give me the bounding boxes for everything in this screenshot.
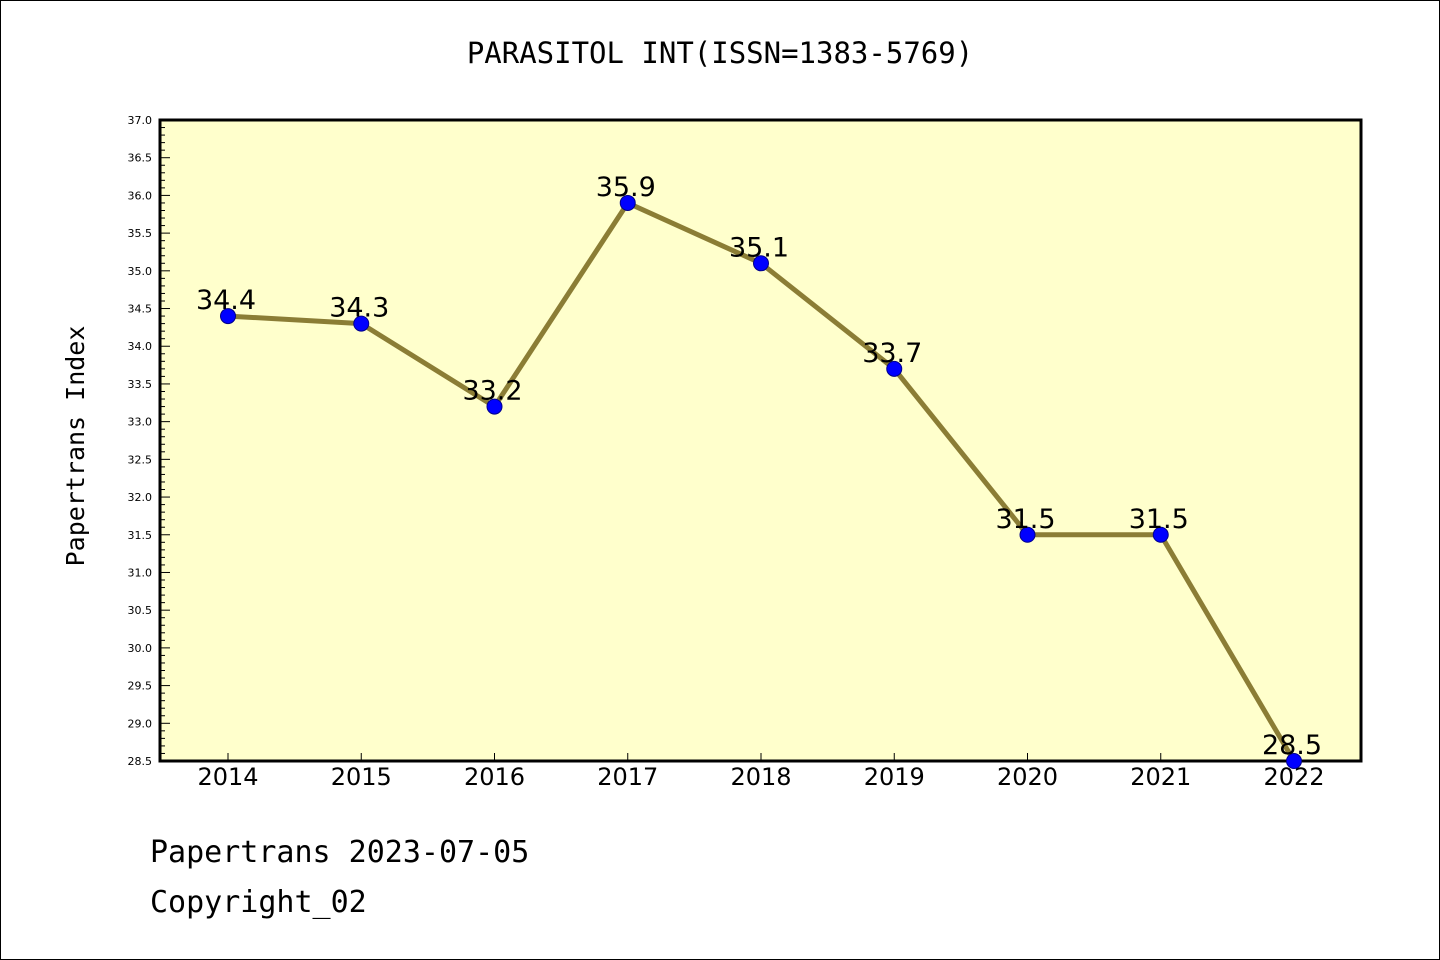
x-tick-label: 2016 [464,763,525,791]
y-tick-label: 34.5 [128,303,153,316]
y-tick-label: 32.0 [128,491,153,504]
data-label: 33.7 [862,338,922,369]
x-tick-label: 2017 [597,763,658,791]
x-tick-label: 2019 [864,763,925,791]
y-tick-label: 32.5 [128,453,153,466]
data-label: 35.1 [729,232,789,263]
data-label: 34.3 [329,293,389,324]
y-tick-label: 36.5 [128,152,153,165]
y-axis-label: Papertrans Index [61,326,90,567]
footer-date: Papertrans 2023-07-05 [150,835,529,870]
y-tick-label: 33.5 [128,378,153,391]
y-tick-label: 28.5 [128,755,153,768]
data-label: 34.4 [196,285,256,316]
y-tick-label: 30.5 [128,604,153,617]
data-label: 33.2 [462,376,522,407]
y-tick-label: 35.0 [128,265,153,278]
data-label: 31.5 [995,504,1055,535]
x-tick-label: 2014 [197,763,258,791]
line-chart: 28.5 29.0 29.5 30.0 30.5 31.0 31.5 32.0 32.5 33.0… [0,0,1440,960]
y-tick-label: 34.0 [128,340,153,353]
footer-copyright: Copyright_02 [150,885,367,920]
y-tick-label: 36.0 [128,189,153,202]
y-tick-label: 35.5 [128,227,153,240]
data-label: 31.5 [1129,504,1189,535]
y-tick-label: 29.5 [128,680,153,693]
x-tick-label: 2018 [730,763,791,791]
data-label: 28.5 [1262,730,1322,761]
y-tick-label: 37.0 [128,114,153,127]
y-tick-label: 33.0 [128,416,153,429]
y-tick-label: 31.0 [128,566,153,579]
y-tick-label: 29.0 [128,717,153,730]
x-tick-label: 2021 [1130,763,1191,791]
x-tick-label: 2015 [331,763,392,791]
x-tick-label: 2020 [997,763,1058,791]
plot-area [160,120,1361,761]
y-tick-label: 30.0 [128,642,153,655]
data-label: 35.9 [596,172,656,203]
y-tick-label: 31.5 [128,529,153,542]
